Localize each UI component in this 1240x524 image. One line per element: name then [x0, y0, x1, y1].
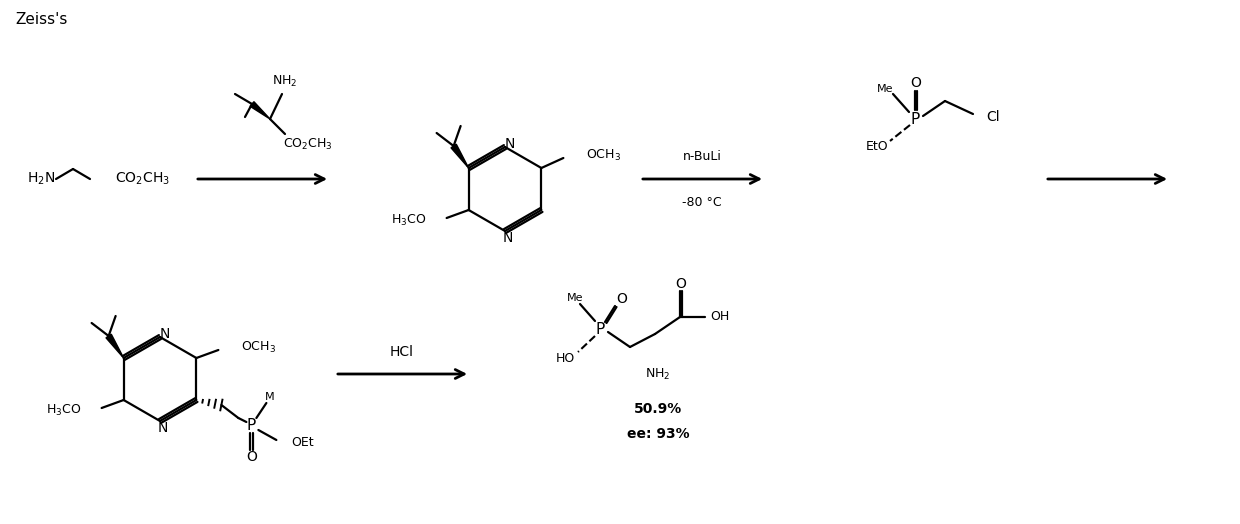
Text: O: O	[910, 76, 921, 90]
Text: O: O	[676, 277, 687, 291]
Text: Me: Me	[567, 293, 583, 303]
Polygon shape	[451, 144, 469, 168]
Text: P: P	[247, 418, 255, 432]
Text: Zeiss's: Zeiss's	[15, 12, 67, 27]
Text: $\mathsf{H_2N}$: $\mathsf{H_2N}$	[27, 171, 55, 187]
Text: n-BuLi: n-BuLi	[682, 149, 722, 162]
Polygon shape	[250, 102, 270, 119]
Text: P: P	[595, 322, 605, 336]
Text: $\mathsf{CO_2CH_3}$: $\mathsf{CO_2CH_3}$	[115, 171, 170, 187]
Text: ee: 93%: ee: 93%	[626, 427, 689, 441]
Text: $\mathsf{NH_2}$: $\mathsf{NH_2}$	[645, 366, 671, 381]
Text: HO: HO	[556, 353, 574, 366]
Text: 50.9%: 50.9%	[634, 402, 682, 416]
Text: $\mathsf{NH_2}$: $\mathsf{NH_2}$	[273, 73, 298, 89]
Text: EtO: EtO	[866, 140, 888, 154]
Text: N: N	[157, 421, 169, 435]
Text: -80 °C: -80 °C	[682, 195, 722, 209]
Text: OH: OH	[711, 311, 729, 323]
Text: OEt: OEt	[291, 436, 314, 450]
Text: N: N	[505, 137, 515, 151]
Text: P: P	[910, 112, 920, 126]
Text: $\mathsf{H_3CO}$: $\mathsf{H_3CO}$	[392, 212, 427, 227]
Text: N: N	[502, 231, 513, 245]
Text: HCl: HCl	[391, 345, 414, 359]
Text: $\mathsf{OCH_3}$: $\mathsf{OCH_3}$	[587, 147, 621, 162]
Text: N: N	[160, 327, 170, 341]
Text: $\mathsf{CO_2CH_3}$: $\mathsf{CO_2CH_3}$	[283, 136, 332, 151]
Text: O: O	[246, 450, 257, 464]
Text: M: M	[264, 392, 274, 402]
Text: Me: Me	[877, 84, 893, 94]
Text: $\mathsf{H_3CO}$: $\mathsf{H_3CO}$	[46, 402, 82, 418]
Text: $\mathsf{OCH_3}$: $\mathsf{OCH_3}$	[242, 340, 277, 355]
Text: Cl: Cl	[986, 110, 999, 124]
Text: O: O	[616, 292, 627, 306]
Polygon shape	[105, 334, 124, 358]
